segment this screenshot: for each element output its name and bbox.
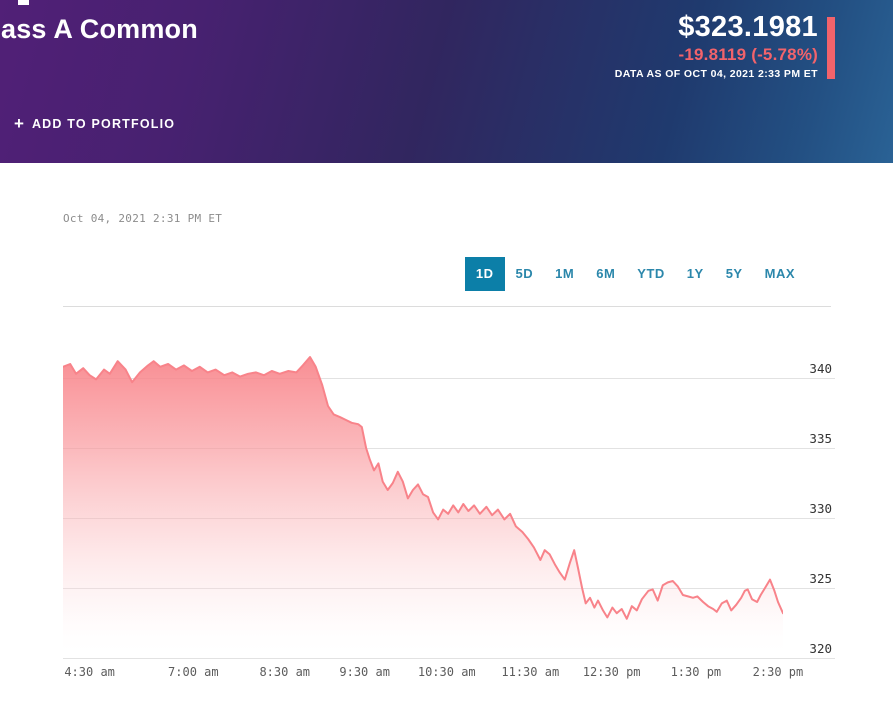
y-tick-label: 340 [809, 361, 832, 376]
x-tick-label: 10:30 am [417, 665, 476, 679]
tabs-divider-line [63, 306, 831, 307]
chart-timestamp: Oct 04, 2021 2:31 PM ET [63, 212, 223, 225]
x-tick-label: 7:00 am [168, 665, 219, 679]
add-to-portfolio-label: ADD TO PORTFOLIO [31, 117, 176, 131]
x-tick-label: 4:30 am [64, 665, 115, 679]
x-tick-label: 11:30 am [501, 665, 560, 679]
tab-5y[interactable]: 5Y [725, 266, 743, 281]
gridline-320 [63, 658, 835, 659]
price-change: -19.8119 (-5.78%) [678, 45, 818, 64]
last-price: $323.1981 [678, 11, 818, 43]
tab-1m[interactable]: 1M [555, 266, 575, 281]
y-tick-label: 325 [809, 571, 832, 586]
x-tick-label: 8:30 am [259, 665, 311, 679]
page-title: ass A Common [1, 14, 198, 44]
gridline-340 [63, 378, 835, 379]
tab-1y[interactable]: 1Y [686, 266, 704, 281]
tab-1d[interactable]: 1D [464, 257, 505, 291]
x-tick-label: 1:30 pm [670, 665, 722, 679]
negative-change-accent-bar [827, 17, 835, 79]
y-tick-label: 330 [809, 501, 832, 516]
tab-ytd[interactable]: YTD [637, 266, 665, 281]
truncated-element-fragment [18, 0, 29, 5]
y-tick-label: 320 [809, 641, 832, 656]
price-area-chart [63, 356, 783, 658]
plus-icon: + [14, 114, 24, 133]
time-range-tabs: 1D 5D 1M 6M YTD 1Y 5Y MAX [464, 257, 806, 291]
tab-5d[interactable]: 5D [515, 266, 534, 281]
chart-price-line [63, 356, 783, 620]
chart-area-fill [63, 357, 783, 658]
quote-header: ass A Common $323.1981 -19.8119 (-5.78%)… [0, 0, 893, 163]
price-block: $323.1981 -19.8119 (-5.78%) DATA AS OF O… [615, 10, 818, 80]
x-tick-label: 2:30 pm [752, 665, 804, 679]
data-as-of-timestamp: DATA AS OF OCT 04, 2021 2:33 PM ET [614, 68, 818, 80]
tab-max[interactable]: MAX [764, 266, 795, 281]
x-tick-label: 12:30 pm [582, 665, 641, 679]
gridline-335 [63, 448, 835, 449]
tab-6m[interactable]: 6M [596, 266, 616, 281]
add-to-portfolio-button[interactable]: + ADD TO PORTFOLIO [14, 114, 175, 134]
x-tick-label: 9:30 am [339, 665, 390, 679]
y-tick-label: 335 [809, 431, 832, 446]
